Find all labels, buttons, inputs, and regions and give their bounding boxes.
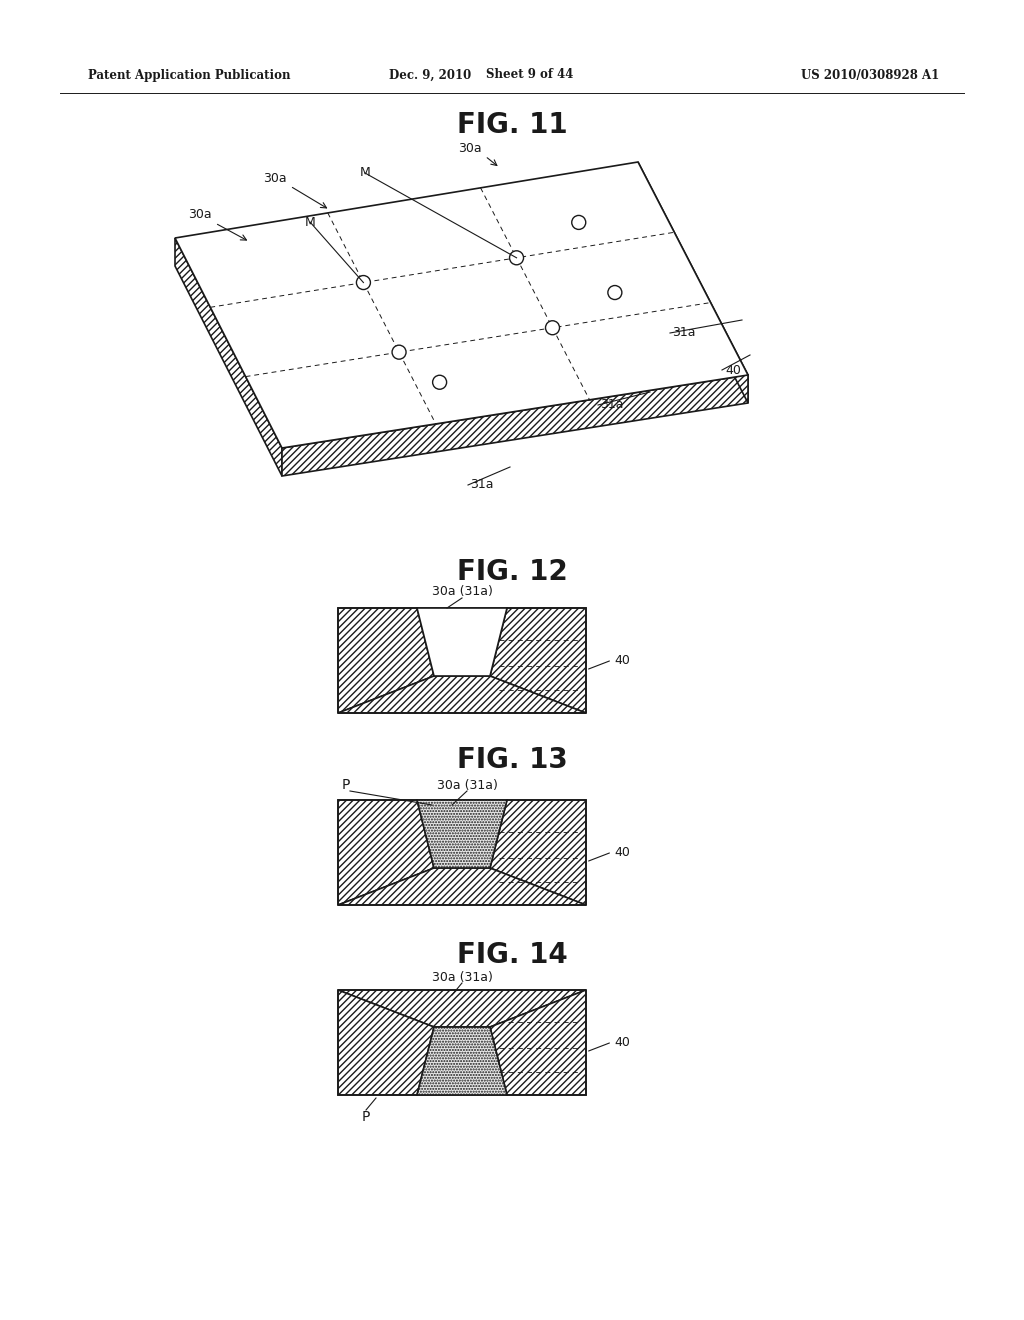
Polygon shape — [175, 162, 748, 447]
Polygon shape — [638, 162, 748, 403]
Polygon shape — [282, 375, 748, 477]
Polygon shape — [490, 800, 586, 906]
Text: 30a (31a): 30a (31a) — [431, 970, 493, 983]
Text: Patent Application Publication: Patent Application Publication — [88, 69, 291, 82]
Text: Sheet 9 of 44: Sheet 9 of 44 — [486, 69, 573, 82]
Polygon shape — [490, 609, 586, 713]
Polygon shape — [490, 990, 586, 1096]
Circle shape — [432, 375, 446, 389]
Polygon shape — [417, 1027, 507, 1096]
Circle shape — [546, 321, 559, 335]
Text: Dec. 9, 2010: Dec. 9, 2010 — [389, 69, 471, 82]
Text: US 2010/0308928 A1: US 2010/0308928 A1 — [801, 69, 939, 82]
Circle shape — [510, 251, 523, 265]
Text: FIG. 13: FIG. 13 — [457, 746, 567, 774]
Polygon shape — [417, 800, 507, 869]
Text: M: M — [304, 215, 315, 228]
Text: 40: 40 — [725, 363, 741, 376]
Text: 30a (31a): 30a (31a) — [436, 779, 498, 792]
Text: 40: 40 — [614, 846, 630, 858]
Polygon shape — [338, 800, 434, 906]
Text: P: P — [342, 777, 350, 792]
Text: 31a: 31a — [470, 479, 494, 491]
Text: 31a: 31a — [672, 326, 695, 339]
Text: 30a: 30a — [458, 141, 482, 154]
Polygon shape — [338, 869, 586, 906]
Text: 30a: 30a — [263, 172, 287, 185]
Text: FIG. 11: FIG. 11 — [457, 111, 567, 139]
Circle shape — [392, 345, 407, 359]
Polygon shape — [338, 990, 434, 1096]
Text: 40: 40 — [614, 1035, 630, 1048]
Polygon shape — [175, 238, 282, 477]
Polygon shape — [417, 609, 507, 676]
Polygon shape — [338, 676, 586, 713]
Circle shape — [571, 215, 586, 230]
Text: 30a: 30a — [188, 209, 212, 222]
Text: 31a: 31a — [600, 399, 624, 412]
Polygon shape — [338, 609, 434, 713]
Text: P: P — [361, 1110, 371, 1125]
Text: M: M — [359, 166, 371, 180]
Text: 40: 40 — [614, 653, 630, 667]
Text: 30a (31a): 30a (31a) — [431, 586, 493, 598]
Text: FIG. 12: FIG. 12 — [457, 558, 567, 586]
Circle shape — [356, 276, 371, 289]
Polygon shape — [338, 990, 586, 1027]
Text: FIG. 14: FIG. 14 — [457, 941, 567, 969]
Circle shape — [608, 285, 622, 300]
